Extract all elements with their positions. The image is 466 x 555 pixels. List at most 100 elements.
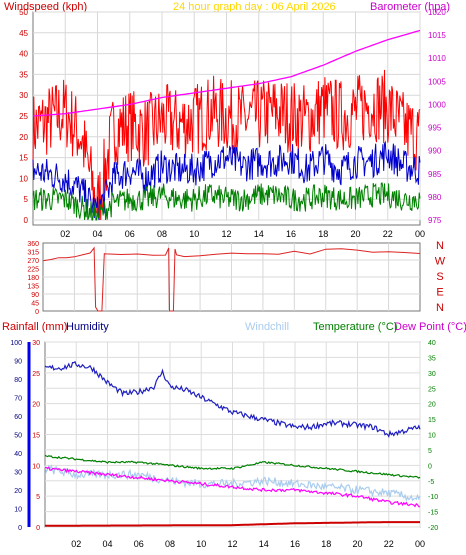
humidity-tick-label: 60 (14, 414, 22, 421)
humidity-tick-label: 70 (14, 396, 22, 403)
wind-x-tick-label: 22 (383, 229, 393, 239)
compass-label-w: W (435, 256, 446, 268)
direction-tick-label: 135 (27, 284, 39, 291)
humidity-tick-label: 80 (14, 377, 22, 384)
chart-title: 24 hour graph day : 06 April 2026 (173, 1, 336, 13)
rainfall-tick-label: 15 (32, 433, 40, 440)
temp-panel-series (44, 360, 421, 527)
wind-x-tick-label: 16 (286, 229, 296, 239)
series-line-wind-speed (32, 140, 421, 221)
barometer-tick-label: 995 (428, 124, 442, 133)
temperature-axis-label: Temperature (°C) (313, 321, 397, 333)
windspeed-tick-label: 10 (19, 174, 28, 183)
series-line-windchill (44, 464, 421, 503)
direction-tick-label: 90 (31, 292, 39, 299)
wind-panel-x-ticks: 02 04 06 08 10 12 14 16 18 20 22 00 (60, 229, 425, 239)
humidity-tick-label: 90 (14, 359, 22, 366)
wind-x-tick-label: 20 (350, 229, 360, 239)
direction-tick-label: 315 (27, 250, 39, 257)
series-line-rainfall (45, 521, 420, 527)
temp-x-tick-label: 00 (415, 539, 425, 549)
barometer-tick-label: 1020 (428, 8, 446, 17)
windchill-axis-label: Windchill (245, 321, 289, 333)
humidity-tick-label: 0 (18, 525, 22, 532)
rainfall-tick-label: 25 (32, 371, 40, 378)
humidity-tick-label: 30 (14, 470, 22, 477)
windspeed-tick-label: 0 (24, 216, 29, 225)
rainfall-tick-label: 5 (36, 494, 40, 501)
rainfall-tick-label: 30 (32, 340, 40, 347)
compass-label-s: S (436, 271, 443, 283)
compass-label-n: N (436, 240, 444, 252)
barometer-tick-label: 1000 (428, 100, 446, 109)
direction-tick-label: 0 (35, 309, 39, 316)
series-line-gust (32, 69, 421, 221)
wind-x-tick-label: 14 (254, 229, 264, 239)
wind-x-tick-label: 04 (92, 229, 102, 239)
barometer-tick-label: 1015 (428, 31, 446, 40)
wind-x-tick-label: 10 (189, 229, 199, 239)
direction-tick-label: 180 (27, 275, 39, 282)
compass-label-e: E (436, 287, 443, 299)
barometer-ticks: 975 980 985 990 995 1000 1005 1010 1015 1020 (428, 8, 446, 225)
temp-x-tick-label: 06 (134, 539, 144, 549)
wind-x-tick-label: 02 (60, 229, 70, 239)
temp-x-tick-label: 18 (321, 539, 331, 549)
wind-panel-grid (33, 11, 421, 221)
temp-x-tick-label: 12 (227, 539, 237, 549)
temp-x-tick-label: 14 (259, 539, 269, 549)
barometer-tick-label: 1010 (428, 54, 446, 63)
wind-x-tick-label: 00 (415, 229, 425, 239)
temperature-ticks: -20 -15 -10 -5 0 5 10 15 20 25 30 35 40 (428, 340, 438, 532)
windspeed-tick-label: 40 (19, 50, 28, 59)
temperature-tick-label: 10 (428, 433, 436, 440)
series-line-wind-direction (32, 182, 421, 221)
temp-panel-x-ticks: 02 04 06 08 10 12 14 16 18 20 22 00 (71, 539, 425, 549)
windspeed-tick-label: 30 (19, 91, 28, 100)
humidity-axis-label: Humidity (66, 321, 109, 333)
barometer-axis-label: Barometer (hpa) (370, 1, 450, 13)
direction-panel-series (42, 246, 421, 312)
barometer-tick-label: 990 (428, 147, 442, 156)
temp-x-tick-label: 16 (290, 539, 300, 549)
rainfall-tick-label: 10 (32, 463, 40, 470)
temp-x-tick-label: 22 (384, 539, 394, 549)
humidity-tick-label: 50 (14, 433, 22, 440)
windspeed-axis-label: Windspeed (kph) (4, 1, 87, 13)
humidity-tick-label: 100 (10, 340, 22, 347)
temperature-tick-label: -20 (428, 525, 438, 532)
temperature-tick-label: 0 (428, 463, 432, 470)
windspeed-tick-label: 25 (19, 112, 28, 121)
temp-x-tick-label: 02 (71, 539, 81, 549)
temp-x-tick-label: 20 (352, 539, 362, 549)
rainfall-tick-label: 0 (36, 525, 40, 532)
rainfall-tick-label: 20 (32, 402, 40, 409)
direction-tick-label: 360 (27, 241, 39, 248)
temp-x-tick-label: 08 (165, 539, 175, 549)
temperature-tick-label: 15 (428, 417, 436, 424)
temperature-tick-label: 30 (428, 371, 436, 378)
barometer-tick-label: 980 (428, 193, 442, 202)
windspeed-ticks: 0 5 10 15 20 25 30 35 40 45 50 (19, 8, 28, 225)
series-line-dew-point (44, 466, 421, 508)
rainfall-axis-label: Rainfall (mm) (2, 321, 67, 333)
wind-x-tick-label: 12 (221, 229, 231, 239)
temperature-tick-label: -5 (428, 479, 434, 486)
direction-tick-label: 270 (27, 258, 39, 265)
compass-label-n: N (436, 302, 444, 314)
temperature-tick-label: -15 (428, 510, 438, 517)
wind-x-tick-label: 06 (125, 229, 135, 239)
temperature-tick-label: 25 (428, 386, 436, 393)
temperature-tick-label: 5 (428, 448, 432, 455)
series-line-wind-direction (42, 246, 421, 312)
temperature-tick-label: -10 (428, 494, 438, 501)
rainfall-ticks: 0 5 10 15 20 25 30 (32, 340, 40, 532)
series-line-humidity (44, 360, 421, 439)
direction-tick-label: 45 (31, 301, 39, 308)
temp-panel-grid (45, 341, 421, 528)
barometer-tick-label: 1005 (428, 77, 446, 86)
temperature-tick-label: 35 (428, 355, 436, 362)
windspeed-tick-label: 35 (19, 70, 28, 79)
windspeed-tick-label: 50 (19, 8, 28, 17)
